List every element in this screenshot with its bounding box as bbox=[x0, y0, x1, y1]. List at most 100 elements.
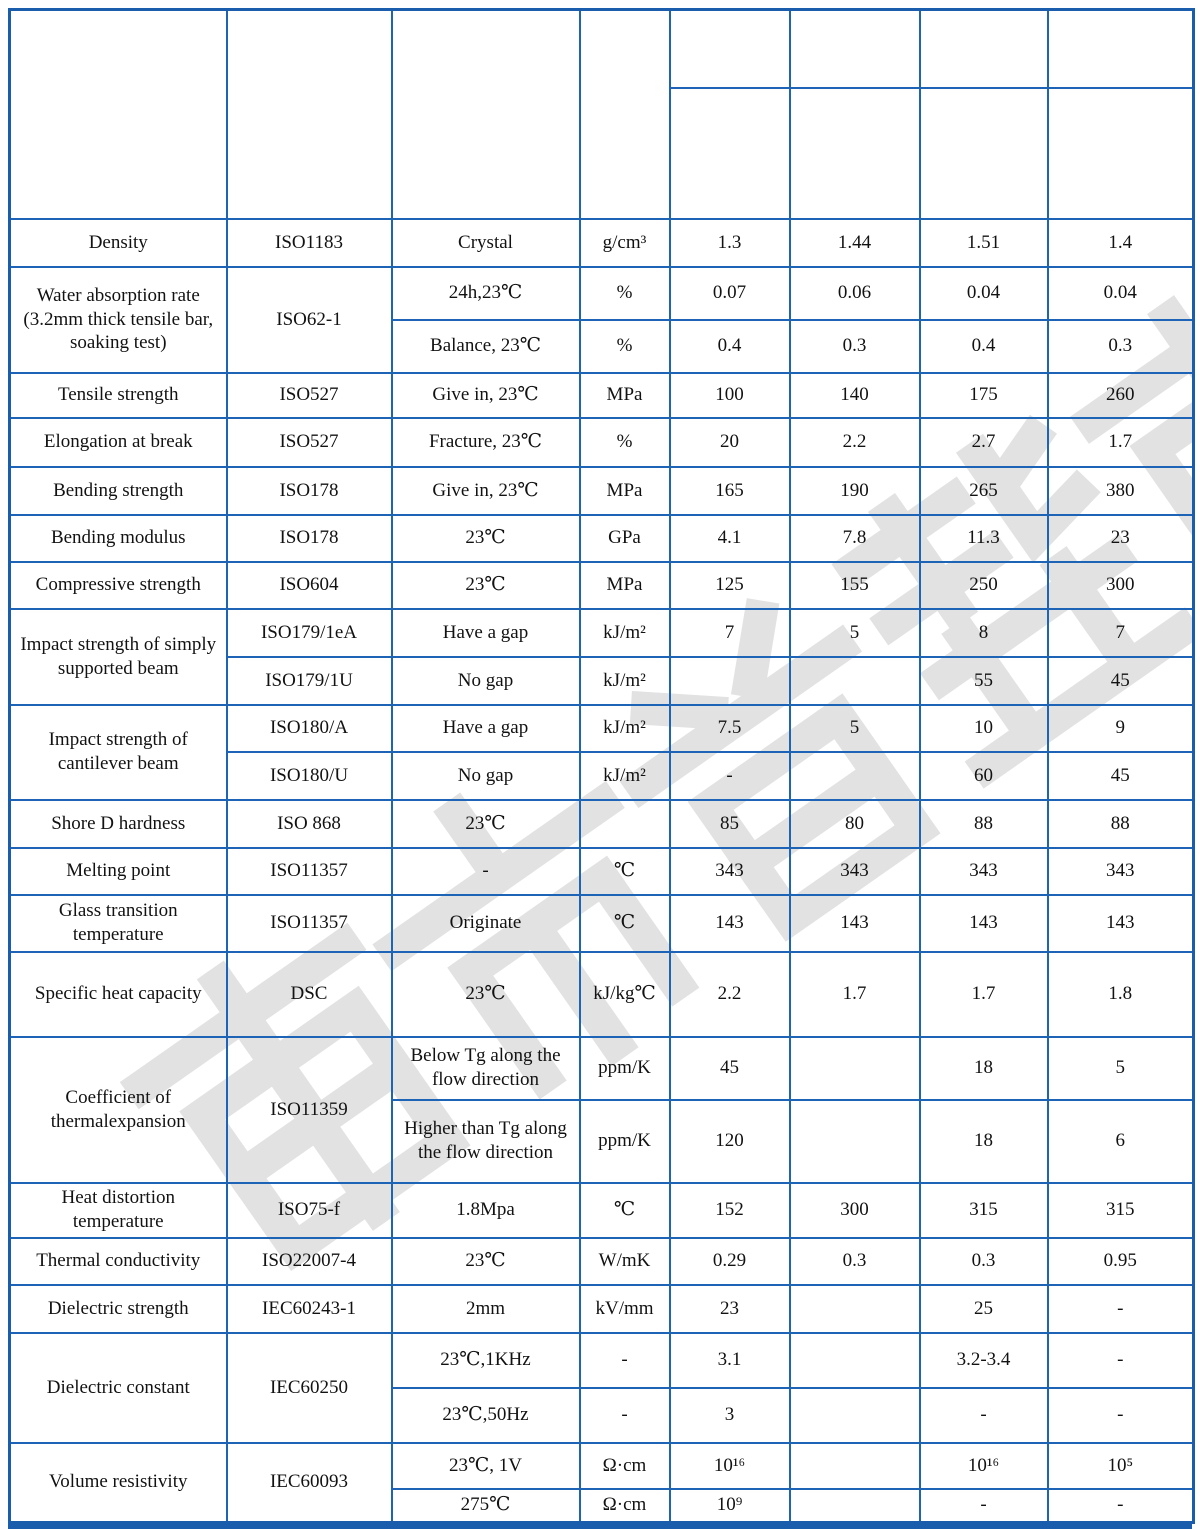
value-cell: 125 bbox=[668, 560, 791, 610]
value-cell bbox=[788, 1487, 921, 1524]
table-row: Tensile strength ISO527 Give in, 23℃ MPa… bbox=[8, 371, 1195, 419]
product-name-g1030: NJSSPEEK- G1030 bbox=[918, 8, 1049, 89]
unit-cell: - bbox=[578, 1331, 671, 1389]
value-cell: 0.3 bbox=[788, 318, 921, 374]
value-cell: 190 bbox=[788, 465, 921, 516]
condition-cell: Crystal bbox=[390, 217, 581, 268]
value-cell: 1.7 bbox=[1046, 416, 1195, 468]
product-name-c1030: NJSSPEEK -C1030 bbox=[1046, 8, 1195, 89]
unit-cell: Ω·cm bbox=[578, 1441, 671, 1490]
product-desc-c1030: Contains 30% carbon fiber bbox=[1046, 86, 1195, 220]
condition-cell: Give in, 23℃ bbox=[390, 465, 581, 516]
condition-cell: No gap bbox=[390, 750, 581, 801]
unit-cell: MPa bbox=[578, 465, 671, 516]
criteria-cell: ISO75-f bbox=[225, 1181, 393, 1239]
col-header-test-items: Test items bbox=[8, 8, 228, 220]
value-cell: 140 bbox=[788, 371, 921, 419]
condition-cell: 275℃ bbox=[390, 1487, 581, 1524]
condition-cell: Balance, 23℃ bbox=[390, 318, 581, 374]
criteria-cell: ISO11357 bbox=[225, 893, 393, 953]
value-cell: 1.8 bbox=[1046, 950, 1195, 1038]
row-label-cell: Bending strength bbox=[8, 465, 228, 516]
condition-cell: 23℃ bbox=[390, 1236, 581, 1286]
table-row: Shore D hardness ISO 868 23℃ 85 80 88 88 bbox=[8, 798, 1195, 849]
value-cell: 155 bbox=[788, 560, 921, 610]
value-cell: 55 bbox=[918, 655, 1049, 706]
unit-cell: GPa bbox=[578, 513, 671, 563]
value-cell: 343 bbox=[668, 846, 791, 896]
criteria-cell: ISO180/A bbox=[225, 703, 393, 753]
row-label-cell: Water absorption rate (3.2mm thick tensi… bbox=[8, 265, 228, 374]
value-cell: 7 bbox=[668, 607, 791, 658]
row-label-cell: Tensile strength bbox=[8, 371, 228, 419]
row-label-cell: Coefficient of thermalexpansion bbox=[8, 1035, 228, 1184]
condition-cell: 1.8Mpa bbox=[390, 1181, 581, 1239]
row-label-cell: Impact strength of simply supported beam bbox=[8, 607, 228, 706]
criteria-cell: ISO527 bbox=[225, 371, 393, 419]
value-cell: 300 bbox=[1046, 560, 1195, 610]
condition-cell: 24h,23℃ bbox=[390, 265, 581, 321]
value-cell bbox=[788, 1283, 921, 1334]
criteria-cell: ISO527 bbox=[225, 416, 393, 468]
row-label-cell: Glass transition temperature bbox=[8, 893, 228, 953]
value-cell: 23 bbox=[668, 1283, 791, 1334]
value-cell: - bbox=[1046, 1331, 1195, 1389]
table-row: Dielectric strength IEC60243-1 2mm kV/mm… bbox=[8, 1283, 1195, 1334]
value-cell: 80 bbox=[788, 798, 921, 849]
row-label-cell: Dielectric strength bbox=[8, 1283, 228, 1334]
value-cell bbox=[668, 655, 791, 706]
value-cell: 45 bbox=[668, 1035, 791, 1101]
value-cell: 1.7 bbox=[788, 950, 921, 1038]
value-cell: 18 bbox=[918, 1098, 1049, 1184]
condition-cell: Have a gap bbox=[390, 607, 581, 658]
table-row: 275℃ Ω·cm 10⁹ - - bbox=[10, 1487, 1195, 1524]
value-cell: 2.7 bbox=[918, 416, 1049, 468]
unit-cell: - bbox=[578, 1386, 671, 1444]
table-row: Thermal conductivity ISO22007-4 23℃ W/mK… bbox=[8, 1236, 1195, 1286]
condition-cell: Fracture, 23℃ bbox=[390, 416, 581, 468]
value-cell: 85 bbox=[668, 798, 791, 849]
value-cell: 8 bbox=[918, 607, 1049, 658]
unit-cell: MPa bbox=[578, 560, 671, 610]
value-cell: 315 bbox=[1046, 1181, 1195, 1239]
value-cell: 0.3 bbox=[1046, 318, 1195, 374]
condition-cell: No gap bbox=[390, 655, 581, 706]
table-row: Compressive strength ISO604 23℃ MPa 125 … bbox=[8, 560, 1195, 610]
value-cell: 5 bbox=[788, 607, 921, 658]
value-cell bbox=[788, 1386, 921, 1444]
table-row: Bending strength ISO178 Give in, 23℃ MPa… bbox=[8, 465, 1195, 516]
value-cell: 0.4 bbox=[918, 318, 1049, 374]
value-cell: 7.5 bbox=[668, 703, 791, 753]
unit-cell: kJ/m² bbox=[578, 655, 671, 706]
criteria-cell: ISO179/1eA bbox=[225, 607, 393, 658]
value-cell: 260 bbox=[1046, 371, 1195, 419]
criteria-cell: ISO1183 bbox=[225, 217, 393, 268]
unit-cell: % bbox=[578, 265, 671, 321]
value-cell: 143 bbox=[788, 893, 921, 953]
table-row: Glass transition temperature ISO11357 Or… bbox=[8, 893, 1195, 953]
condition-cell: Give in, 23℃ bbox=[390, 371, 581, 419]
unit-cell: ℃ bbox=[578, 1181, 671, 1239]
unit-cell: ℃ bbox=[578, 846, 671, 896]
value-cell: 3.2-3.4 bbox=[918, 1331, 1049, 1389]
row-label-cell: Elongation at break bbox=[8, 416, 228, 468]
value-cell: 143 bbox=[1046, 893, 1195, 953]
condition-cell: - bbox=[390, 846, 581, 896]
criteria-cell: DSC bbox=[225, 950, 393, 1038]
criteria-cell: ISO178 bbox=[225, 513, 393, 563]
criteria-cell: IEC60093 bbox=[225, 1441, 393, 1524]
value-cell: 0.06 bbox=[788, 265, 921, 321]
value-cell: 9 bbox=[1046, 703, 1195, 753]
table-row: 23℃,50Hz - 3 - - bbox=[10, 1386, 1195, 1444]
row-label-cell: Heat distortion temperature bbox=[8, 1181, 228, 1239]
condition-cell: 23℃, 1V bbox=[390, 1441, 581, 1490]
row-label-cell: Density bbox=[8, 217, 228, 268]
row-label-cell: Compressive strength bbox=[8, 560, 228, 610]
condition-cell: 23℃ bbox=[390, 513, 581, 563]
row-label-cell: Shore D hardness bbox=[8, 798, 228, 849]
table-row: Volume resistivity IEC60093 23℃, 1V Ω·cm… bbox=[8, 1441, 1195, 1524]
value-cell: 10⁵ bbox=[1046, 1441, 1195, 1490]
value-cell: 11.3 bbox=[918, 513, 1049, 563]
condition-cell: Have a gap bbox=[390, 703, 581, 753]
